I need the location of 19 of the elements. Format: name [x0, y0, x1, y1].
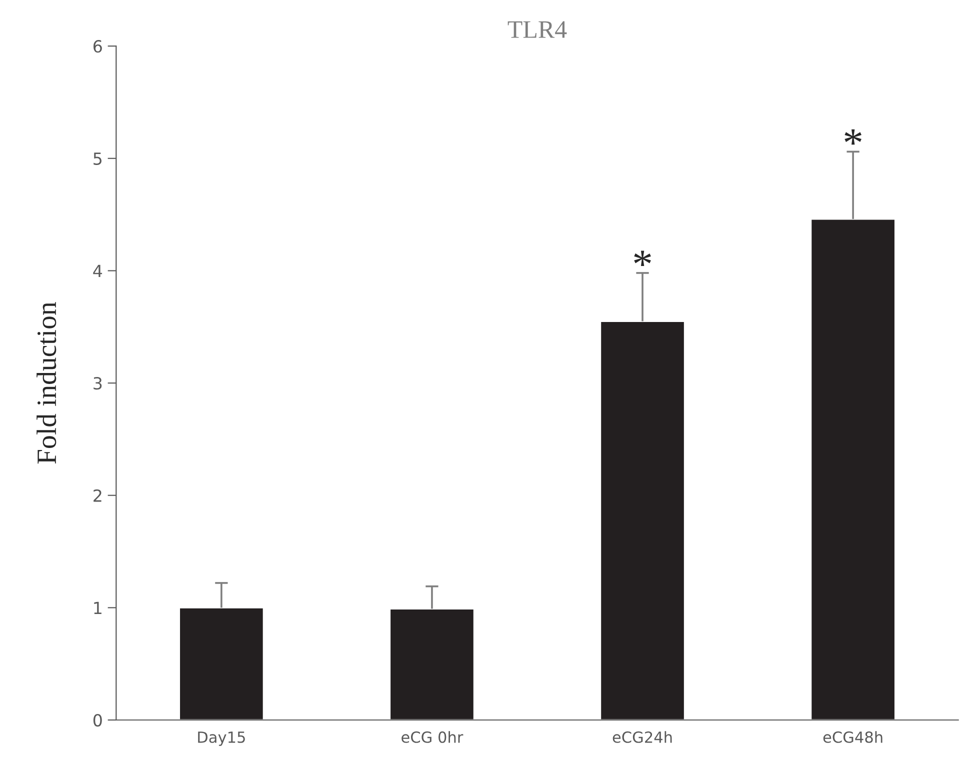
bar [810, 218, 896, 720]
x-tick-label: Day15 [198, 732, 245, 746]
x-tick-label: eCG24h [612, 731, 672, 743]
bar [178, 606, 264, 720]
y-tick-label: 5 [94, 152, 102, 165]
annotation: * [634, 250, 651, 266]
y-tick-label: 3 [94, 377, 102, 390]
y-tick-label: 4 [93, 264, 102, 278]
x-tick-label: eCG48h [823, 731, 882, 743]
y-tick-label: 6 [94, 40, 102, 53]
y-tick-label: 2 [94, 489, 102, 502]
y-tick-label: 0 [93, 714, 102, 727]
y-tick-label: 1 [94, 602, 102, 614]
bar [600, 320, 686, 720]
y-axis-title: Fold induction [36, 302, 56, 464]
bar [389, 608, 475, 720]
annotation: * [844, 129, 862, 145]
x-tick-label: eCG 0hr [402, 731, 464, 743]
chart-title: TLR4 [508, 21, 567, 38]
